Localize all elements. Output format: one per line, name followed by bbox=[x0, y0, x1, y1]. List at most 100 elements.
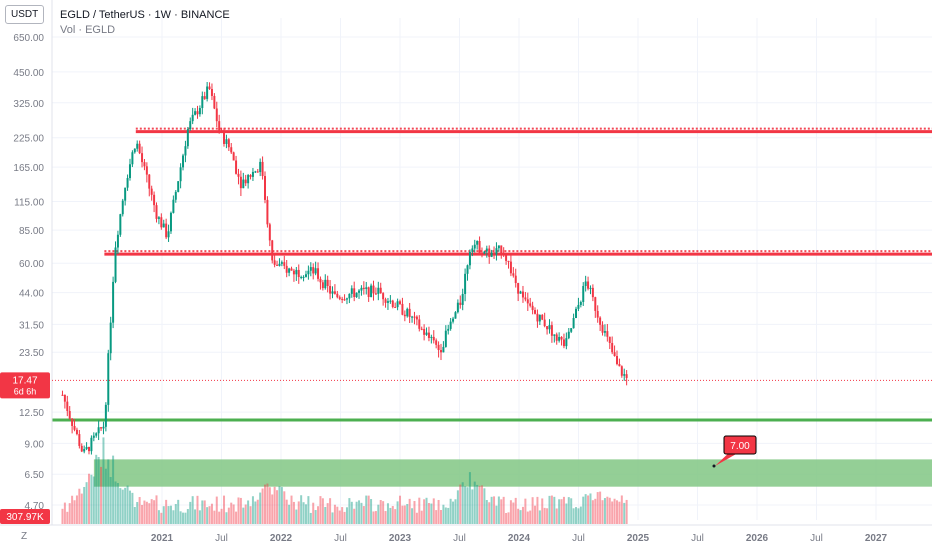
volume-bar bbox=[223, 495, 226, 524]
candle-body bbox=[531, 305, 534, 311]
volume-bar bbox=[254, 501, 257, 524]
volume-bar bbox=[256, 499, 259, 524]
volume-bar bbox=[75, 495, 78, 524]
candle-body bbox=[476, 240, 479, 245]
volume-bar bbox=[370, 499, 373, 524]
y-tick-label: 325.00 bbox=[13, 99, 44, 110]
candle-body bbox=[374, 293, 377, 295]
volume-bar bbox=[208, 506, 211, 524]
volume-bar bbox=[63, 502, 66, 524]
candle-body bbox=[100, 427, 103, 429]
candle-body bbox=[603, 331, 606, 333]
volume-bar bbox=[326, 503, 329, 524]
x-tick-label: Jul bbox=[572, 533, 585, 544]
candle-body bbox=[367, 287, 370, 297]
candle-body bbox=[505, 255, 508, 261]
candle-body bbox=[312, 267, 315, 274]
candle-body bbox=[75, 429, 78, 435]
volume-bar bbox=[488, 502, 491, 524]
candle-body bbox=[432, 336, 435, 341]
candle-body bbox=[261, 161, 264, 176]
volume-bar bbox=[297, 501, 300, 524]
volume-bar bbox=[442, 504, 445, 524]
volume-bar bbox=[239, 497, 242, 524]
volume-bar bbox=[280, 487, 283, 524]
candle-body bbox=[141, 153, 144, 163]
volume-bar bbox=[512, 502, 515, 524]
volume-bar bbox=[153, 500, 156, 524]
volume-bar bbox=[420, 510, 423, 524]
volume-bar bbox=[150, 499, 153, 524]
scale-button[interactable]: Z bbox=[21, 531, 28, 542]
candle-body bbox=[606, 331, 609, 337]
volume-bar bbox=[526, 511, 529, 524]
volume-bar bbox=[182, 512, 185, 524]
candle-body bbox=[283, 262, 286, 266]
candle-body bbox=[206, 86, 209, 99]
volume-bar bbox=[406, 504, 409, 524]
support-zone bbox=[93, 459, 932, 487]
candle-body bbox=[538, 314, 541, 322]
candle-body bbox=[386, 301, 389, 303]
volume-bar bbox=[71, 495, 74, 524]
candle-body bbox=[295, 269, 298, 275]
x-tick-label: 2024 bbox=[508, 533, 531, 544]
volume-bar bbox=[543, 507, 546, 524]
volume-bar bbox=[314, 510, 317, 524]
volume-bar bbox=[237, 497, 240, 524]
candle-body bbox=[242, 179, 245, 189]
volume-bar bbox=[263, 484, 266, 524]
volume-bar bbox=[517, 508, 520, 524]
volume-bar bbox=[80, 493, 83, 524]
candle-body bbox=[78, 434, 81, 446]
volume-bar bbox=[165, 499, 168, 524]
volume-bar bbox=[546, 508, 549, 524]
currency-button[interactable]: USDT bbox=[5, 5, 45, 24]
annotation-box bbox=[723, 435, 757, 455]
candle-body bbox=[251, 171, 254, 177]
candle-body bbox=[309, 267, 312, 271]
volume-bar bbox=[203, 500, 206, 524]
volume-bar bbox=[331, 512, 334, 524]
candle-body bbox=[435, 340, 438, 345]
volume-bar bbox=[613, 498, 616, 524]
candle-body bbox=[625, 374, 628, 378]
candle-body bbox=[442, 346, 445, 353]
candle-body bbox=[611, 342, 614, 353]
x-tick-label: 2022 bbox=[270, 533, 293, 544]
candle-body bbox=[128, 164, 131, 179]
volume-bar bbox=[143, 500, 146, 524]
candle-body bbox=[587, 281, 590, 289]
candle-body bbox=[336, 293, 339, 298]
candle-body bbox=[420, 328, 423, 330]
volume-bar bbox=[121, 489, 124, 524]
volume-bar bbox=[338, 510, 341, 524]
candle-body bbox=[227, 139, 230, 148]
volume-bar bbox=[206, 507, 209, 524]
candle-body bbox=[87, 446, 90, 452]
volume-bar bbox=[276, 490, 279, 524]
candle-body bbox=[519, 291, 522, 294]
x-tick-label: 2026 bbox=[746, 533, 769, 544]
volume-bar bbox=[382, 501, 385, 524]
candle-body bbox=[331, 291, 334, 294]
volume-bar bbox=[271, 494, 274, 524]
candle-body bbox=[594, 297, 597, 311]
volume-bar bbox=[377, 504, 380, 524]
volume-bar bbox=[435, 510, 438, 524]
volume-bar bbox=[408, 498, 411, 524]
candle-body bbox=[382, 293, 385, 300]
volume-bar bbox=[68, 503, 71, 524]
candle-body bbox=[273, 260, 276, 265]
candle-body bbox=[329, 285, 332, 294]
volume-bar bbox=[452, 501, 455, 524]
volume-bar bbox=[536, 496, 539, 524]
volume-bar bbox=[584, 494, 587, 524]
candle-body bbox=[114, 247, 117, 282]
candle-body bbox=[223, 130, 226, 144]
x-tick-label: Jul bbox=[691, 533, 704, 544]
volume-bar bbox=[160, 512, 163, 524]
y-tick-label: 225.00 bbox=[13, 134, 44, 145]
grid bbox=[52, 18, 932, 520]
